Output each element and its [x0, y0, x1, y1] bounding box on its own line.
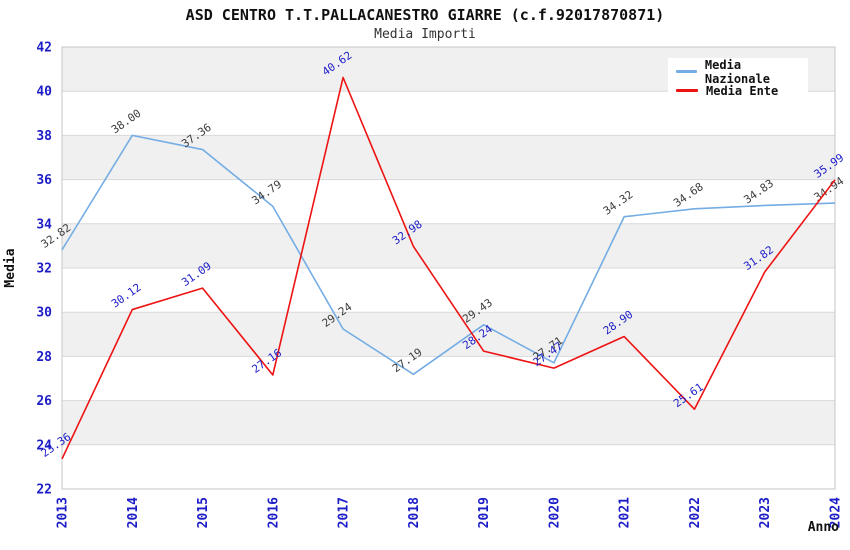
data-label: 34.79: [250, 178, 285, 208]
x-tick-label: 2013: [56, 497, 71, 528]
y-tick-label: 26: [36, 394, 52, 409]
x-tick-label: 2017: [337, 497, 352, 528]
data-label: 34.32: [601, 188, 636, 218]
y-tick-label: 34: [36, 217, 52, 232]
x-tick-label: 2021: [618, 497, 633, 528]
legend-swatch-media-ente: [676, 89, 698, 92]
x-axis-title: Anno: [808, 520, 839, 535]
legend: Media Nazionale Media Ente: [668, 58, 808, 104]
x-tick-label: 2015: [196, 497, 211, 528]
x-tick-label: 2016: [266, 497, 281, 528]
x-tick-label: 2023: [758, 497, 773, 528]
y-tick-label: 32: [36, 262, 52, 277]
plot-band: [62, 223, 835, 268]
x-tick-label: 2024: [829, 497, 844, 528]
data-label: 34.83: [741, 177, 776, 207]
series-line-media-nazionale[interactable]: [61, 134, 836, 376]
x-tick-label: 2018: [407, 497, 422, 528]
y-tick-label: 36: [36, 173, 52, 188]
y-tick-label: 30: [36, 306, 52, 321]
legend-label-media-ente: Media Ente: [706, 83, 779, 98]
plot-border: [61, 46, 836, 490]
y-tick-label: 24: [36, 438, 52, 453]
legend-swatch-media-nazionale: [676, 70, 697, 73]
data-label: 38.00: [109, 107, 144, 137]
x-tick-label: 2019: [477, 497, 492, 528]
y-axis-title: Media: [3, 248, 18, 287]
data-label: 30.12: [109, 281, 144, 311]
chart-title: ASD CENTRO T.T.PALLACANESTRO GIARRE (c.f…: [185, 6, 665, 24]
y-tick-label: 22: [36, 483, 52, 498]
plot-band: [62, 135, 835, 180]
x-tick-label: 2014: [126, 497, 141, 528]
y-tick-label: 40: [36, 85, 52, 100]
y-tick-label: 42: [36, 41, 52, 56]
legend-item-media-ente[interactable]: Media Ente: [668, 81, 808, 100]
series-line-media-ente[interactable]: [61, 76, 836, 460]
x-tick-label: 2022: [688, 497, 703, 528]
data-label: 34.68: [671, 180, 706, 210]
x-tick-label: 2020: [547, 497, 562, 528]
chart-subtitle: Media Importi: [374, 27, 476, 42]
legend-item-media-nazionale[interactable]: Media Nazionale: [668, 58, 808, 86]
legend-label-media-nazionale: Media Nazionale: [704, 57, 770, 86]
y-tick-label: 38: [36, 129, 52, 144]
plot-band: [62, 400, 835, 445]
y-tick-label: 28: [36, 350, 52, 365]
